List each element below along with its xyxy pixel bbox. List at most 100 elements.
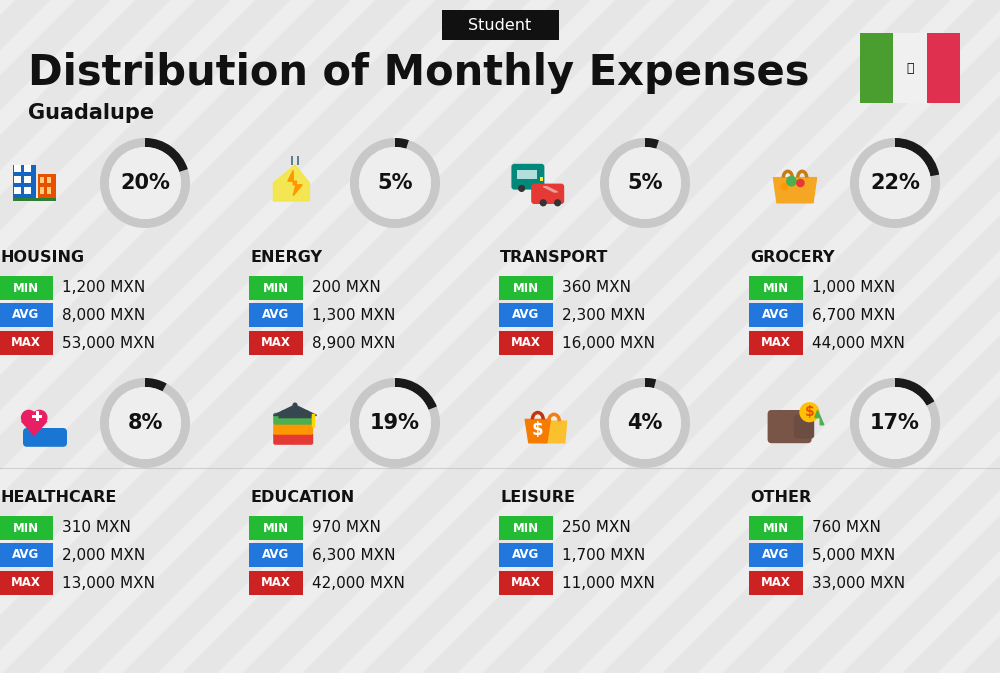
Text: 5%: 5% [627, 173, 663, 193]
Text: $: $ [805, 405, 814, 419]
FancyBboxPatch shape [749, 331, 803, 355]
FancyBboxPatch shape [499, 303, 553, 327]
FancyBboxPatch shape [768, 410, 812, 444]
Text: 22%: 22% [870, 173, 920, 193]
Text: 🦅: 🦅 [906, 61, 914, 75]
Wedge shape [850, 138, 940, 228]
FancyBboxPatch shape [0, 331, 53, 355]
Text: EDUCATION: EDUCATION [250, 491, 354, 505]
Text: 200 MXN: 200 MXN [312, 281, 381, 295]
Text: AVG: AVG [262, 548, 290, 561]
Circle shape [781, 183, 788, 190]
Text: 6,700 MXN: 6,700 MXN [812, 308, 895, 322]
FancyBboxPatch shape [0, 276, 53, 300]
Text: Student: Student [468, 17, 532, 32]
Text: AVG: AVG [12, 308, 40, 322]
Text: MIN: MIN [13, 281, 39, 295]
Polygon shape [525, 419, 550, 443]
Bar [32, 415, 42, 418]
Bar [47, 187, 51, 194]
Polygon shape [273, 405, 317, 415]
Text: 8%: 8% [127, 413, 163, 433]
Text: HOUSING: HOUSING [0, 250, 84, 266]
FancyBboxPatch shape [249, 276, 303, 300]
Circle shape [786, 176, 797, 186]
Bar [297, 156, 299, 165]
Circle shape [540, 199, 547, 207]
FancyBboxPatch shape [749, 571, 803, 595]
Text: Guadalupe: Guadalupe [28, 103, 154, 123]
Circle shape [609, 387, 681, 459]
Text: 5,000 MXN: 5,000 MXN [812, 548, 895, 563]
FancyBboxPatch shape [499, 516, 553, 540]
Circle shape [554, 199, 561, 207]
Bar [517, 170, 537, 180]
Polygon shape [773, 178, 817, 203]
Bar [14, 176, 21, 183]
Circle shape [859, 387, 931, 459]
FancyBboxPatch shape [273, 423, 313, 435]
Text: ENERGY: ENERGY [250, 250, 322, 266]
Polygon shape [279, 411, 311, 418]
Circle shape [796, 178, 805, 187]
Text: 44,000 MXN: 44,000 MXN [812, 336, 905, 351]
Text: TRANSPORT: TRANSPORT [500, 250, 608, 266]
Bar [14, 165, 21, 172]
Text: MIN: MIN [263, 522, 289, 534]
FancyBboxPatch shape [442, 10, 558, 40]
Wedge shape [145, 138, 188, 172]
Polygon shape [288, 170, 302, 196]
Text: $: $ [532, 421, 544, 439]
Circle shape [21, 410, 37, 425]
Circle shape [359, 147, 431, 219]
Text: 1,000 MXN: 1,000 MXN [812, 281, 895, 295]
Bar [40, 176, 44, 183]
FancyBboxPatch shape [499, 276, 553, 300]
Wedge shape [895, 138, 939, 176]
Bar [14, 186, 21, 194]
Text: 8,000 MXN: 8,000 MXN [62, 308, 145, 322]
Circle shape [799, 402, 819, 422]
Wedge shape [395, 138, 409, 149]
Wedge shape [895, 378, 934, 406]
Text: 16,000 MXN: 16,000 MXN [562, 336, 655, 351]
Text: MAX: MAX [261, 577, 291, 590]
Bar [38, 174, 56, 201]
FancyBboxPatch shape [0, 303, 53, 327]
Circle shape [859, 147, 931, 219]
Text: 20%: 20% [120, 173, 170, 193]
Circle shape [359, 387, 431, 459]
FancyBboxPatch shape [0, 516, 53, 540]
Text: 6,300 MXN: 6,300 MXN [312, 548, 396, 563]
Polygon shape [815, 411, 824, 425]
Text: 2,300 MXN: 2,300 MXN [562, 308, 645, 322]
Text: 4%: 4% [627, 413, 663, 433]
FancyBboxPatch shape [249, 303, 303, 327]
Circle shape [109, 387, 181, 459]
FancyBboxPatch shape [249, 516, 303, 540]
Text: MIN: MIN [263, 281, 289, 295]
FancyBboxPatch shape [499, 571, 553, 595]
FancyBboxPatch shape [499, 331, 553, 355]
Bar [13, 165, 36, 201]
Wedge shape [600, 378, 690, 468]
Text: 53,000 MXN: 53,000 MXN [62, 336, 155, 351]
Bar [36, 411, 39, 421]
Bar [13, 198, 56, 201]
Wedge shape [350, 378, 440, 468]
Circle shape [518, 185, 525, 192]
Text: 17%: 17% [870, 413, 920, 433]
Text: MIN: MIN [513, 281, 539, 295]
Wedge shape [850, 378, 940, 468]
FancyBboxPatch shape [749, 303, 803, 327]
Text: OTHER: OTHER [750, 491, 811, 505]
Text: MAX: MAX [511, 336, 541, 349]
FancyBboxPatch shape [249, 331, 303, 355]
Text: 8,900 MXN: 8,900 MXN [312, 336, 395, 351]
Text: AVG: AVG [262, 308, 290, 322]
Bar [540, 177, 543, 181]
Text: MAX: MAX [761, 336, 791, 349]
Text: MAX: MAX [511, 577, 541, 590]
Polygon shape [541, 421, 567, 443]
Text: 42,000 MXN: 42,000 MXN [312, 575, 405, 590]
